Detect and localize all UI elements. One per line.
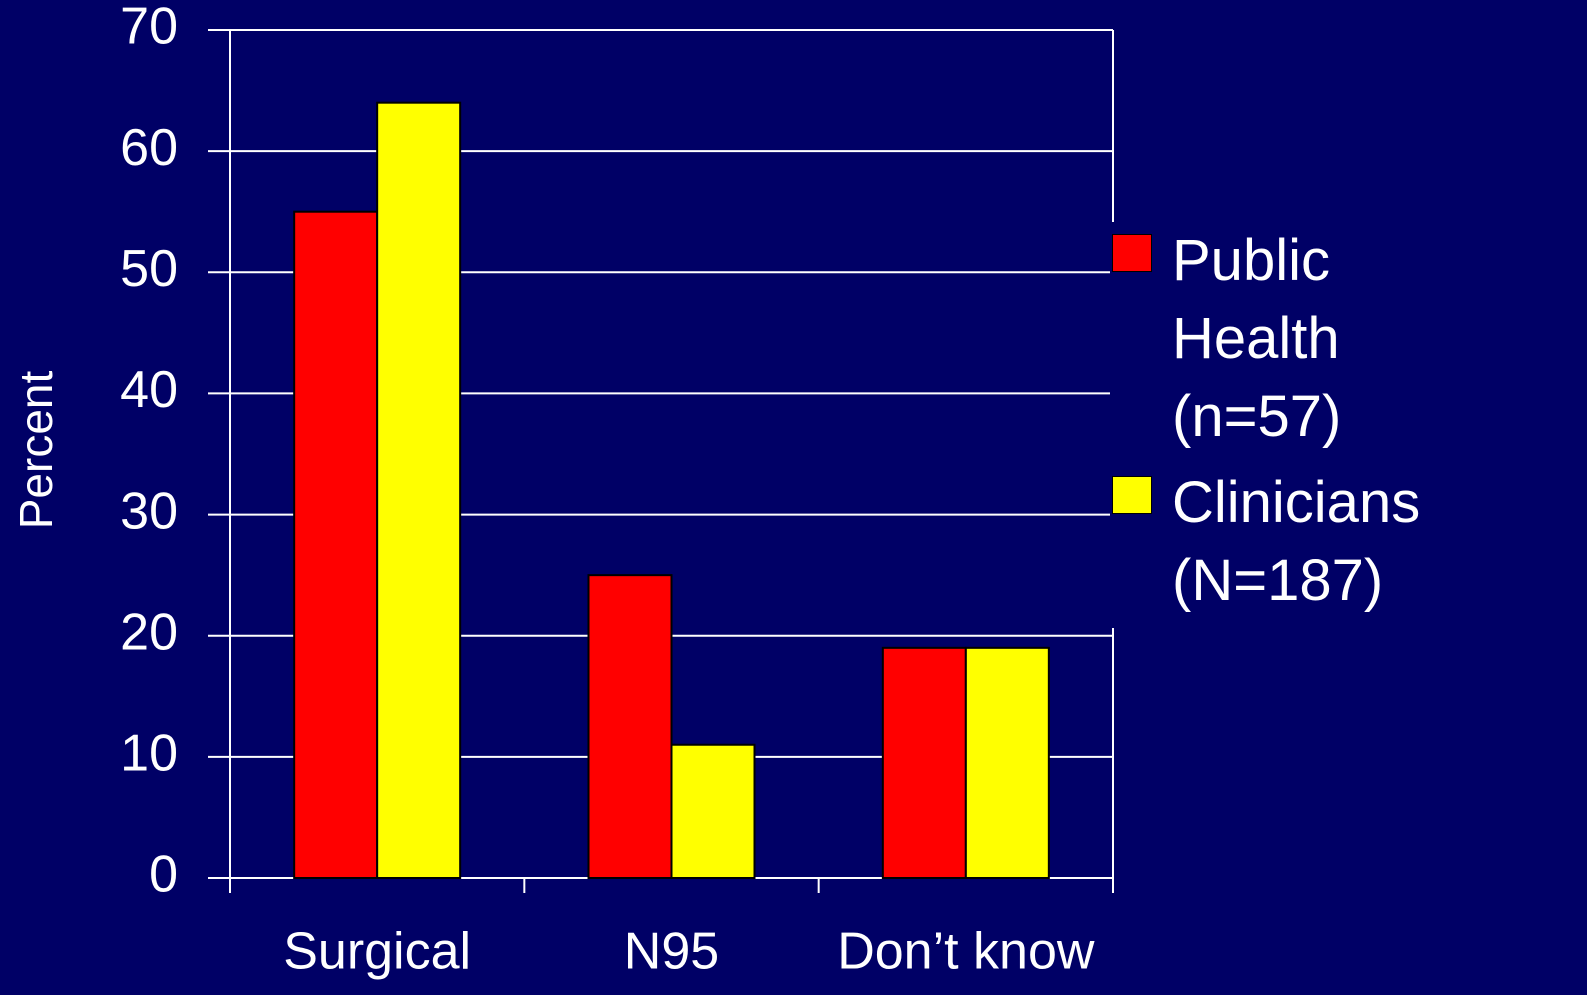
y-tick-label: 70 <box>120 0 178 56</box>
x-tick-label: N95 <box>624 923 719 981</box>
legend-label: Clinicians (N=187) <box>1172 470 1421 613</box>
y-tick-label: 50 <box>120 240 178 298</box>
legend-item: Public Health (n=57) <box>1110 222 1512 456</box>
legend-label: Public Health (n=57) <box>1172 228 1342 449</box>
legend: Public Health (n=57) Clinicians (N=187) <box>1110 222 1587 628</box>
bar <box>293 210 379 879</box>
bar <box>964 646 1050 879</box>
bar <box>587 574 673 880</box>
legend-item: Clinicians (N=187) <box>1110 464 1512 620</box>
bar <box>376 101 462 879</box>
bar <box>670 743 756 879</box>
y-axis-label: Percent <box>10 371 62 530</box>
x-tick-label: Don’t know <box>837 923 1095 981</box>
y-tick-label: 30 <box>120 482 178 540</box>
y-tick-label: 20 <box>120 603 178 661</box>
legend-swatch <box>1112 234 1152 272</box>
y-tick-label: 10 <box>120 725 178 783</box>
bar <box>881 646 967 879</box>
y-tick-label: 40 <box>120 361 178 419</box>
x-tick-label: Surgical <box>283 923 471 981</box>
y-tick-label: 60 <box>120 119 178 177</box>
y-tick-label: 0 <box>149 846 178 904</box>
legend-swatch <box>1112 476 1152 514</box>
